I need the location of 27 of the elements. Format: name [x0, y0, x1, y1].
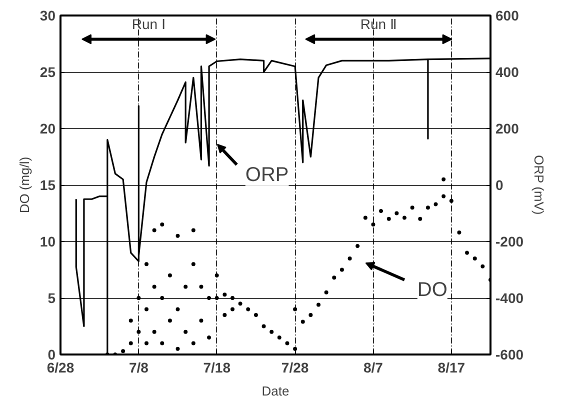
annotation: Run Ⅰ	[132, 16, 166, 32]
y2-tick-label: 200	[496, 120, 520, 136]
y2-tick-label: 0	[496, 177, 504, 193]
x-tick-label: 7/18	[203, 360, 231, 376]
y2-axis-title: ORP (mV)	[532, 155, 547, 215]
annotation: ORP	[245, 164, 289, 186]
annotation: DO	[417, 279, 448, 302]
y2-tick-label: -200	[496, 234, 524, 250]
x-tick-label: 7/28	[281, 360, 309, 376]
x-tick-label: 8/17	[438, 360, 466, 376]
y2-tick-label: -600	[496, 346, 524, 362]
y-tick-label: 30	[40, 8, 56, 24]
y-tick-label: 5	[48, 290, 56, 306]
x-tick-label: 7/8	[128, 360, 149, 376]
y-axis-title: DO (mg/l)	[16, 156, 32, 214]
x-tick-label: 8/7	[363, 360, 384, 376]
y-tick-label: 25	[40, 64, 56, 80]
y2-tick-label: 600	[496, 8, 520, 24]
y-tick-label: 10	[40, 234, 56, 250]
y2-tick-label: -400	[496, 290, 524, 306]
y-tick-label: 0	[48, 346, 56, 362]
x-tick-label: 6/28	[46, 360, 74, 376]
y-tick-label: 20	[40, 120, 56, 136]
x-axis-title: Date	[262, 384, 290, 398]
annotation: Run Ⅱ	[360, 16, 397, 32]
y2-tick-label: 400	[496, 64, 520, 80]
y-tick-label: 15	[40, 177, 56, 193]
